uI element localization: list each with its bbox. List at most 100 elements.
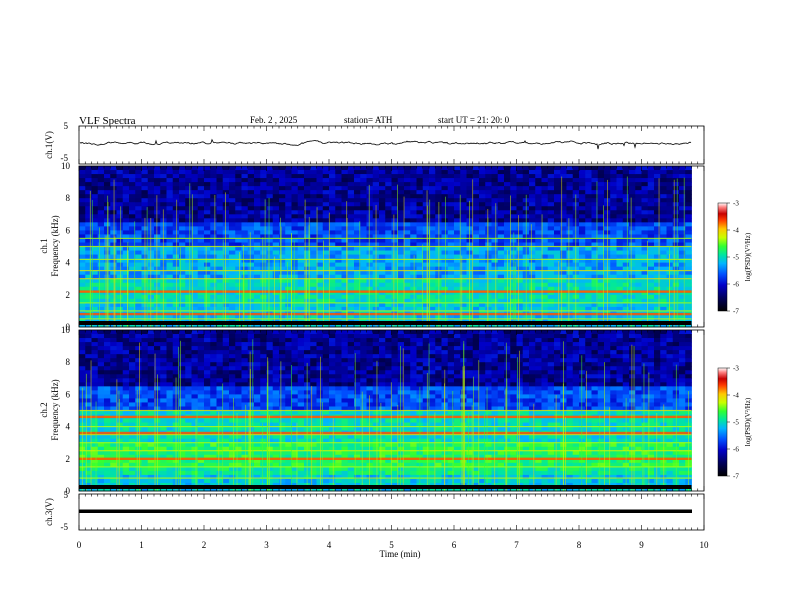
spectrogram-cell (454, 250, 461, 255)
spectrogram-cell (347, 322, 355, 328)
spectrogram-cell (329, 258, 336, 263)
spectrogram-cell (341, 242, 349, 247)
spectrogram-cell (179, 178, 186, 183)
spectrogram-cell (341, 258, 349, 263)
spectrogram-cell (635, 294, 642, 300)
spectrogram-cell (216, 246, 224, 251)
spectrogram-cell (629, 210, 636, 215)
spectrogram-cell (535, 214, 542, 219)
spectrogram-cell (197, 322, 205, 328)
spectrogram-cell (347, 254, 355, 259)
spectrogram-cell (316, 178, 324, 183)
spectrogram-cell (322, 206, 330, 211)
spectrogram-cell (485, 218, 492, 223)
spectrogram-cell (235, 322, 242, 328)
spectrogram-cell (91, 210, 99, 215)
spectrogram-cell (235, 254, 242, 259)
spectrogram-cell (322, 210, 330, 215)
spectrogram-cell (654, 198, 661, 203)
spectrogram-cell (141, 166, 149, 171)
spectrogram-cell (79, 322, 86, 328)
spectrogram-cell (185, 186, 192, 191)
spectrogram-cell (329, 314, 336, 320)
spectrogram-cell (272, 222, 280, 227)
spectrogram-cell (110, 298, 117, 304)
spectrogram-cell (97, 462, 105, 468)
spectrogram-cell (416, 266, 424, 272)
spectrogram-cell (172, 194, 180, 199)
spectrogram-cell (116, 378, 124, 383)
spectrogram-cell (154, 370, 161, 375)
spectrogram-cell (579, 174, 586, 179)
spectrogram-cell (529, 166, 536, 171)
spectrogram-cell (504, 198, 511, 203)
spectrogram-cell (310, 214, 317, 219)
spectrogram-cell (535, 282, 542, 288)
spectrogram-cell (660, 222, 667, 227)
spectrogram-cell (566, 178, 574, 183)
spectrogram-cell (254, 190, 261, 195)
spectrogram-cell (154, 182, 161, 187)
spectrogram-cell (360, 258, 367, 263)
spectrogram-cell (529, 298, 536, 304)
spectrogram-cell (441, 282, 449, 288)
spectrogram-cell (585, 226, 592, 231)
spectrogram-cell (404, 306, 411, 312)
spectrogram-cell (304, 218, 311, 223)
spectrogram-cell (585, 262, 592, 268)
spectrogram-cell (322, 314, 330, 320)
spectrogram-cell (629, 314, 636, 320)
spectrogram-cell (629, 230, 636, 235)
spectrogram-cell (379, 186, 386, 191)
spectrogram-cell (654, 274, 661, 280)
spectrogram-cell (460, 278, 467, 284)
spectrogram-cell (566, 170, 574, 175)
spectrogram-cell (354, 230, 361, 235)
spectrogram-cell (516, 298, 524, 304)
spectrogram-cell (460, 274, 467, 280)
spectrogram-cell (129, 394, 136, 399)
spectrogram-cell (335, 298, 342, 304)
spectrogram-cell (335, 254, 342, 259)
spectrogram-cell (122, 378, 130, 383)
spectrogram-cell (341, 234, 349, 239)
spectrogram-cell (422, 266, 430, 272)
spectrogram-cell (335, 210, 342, 215)
spectrogram-cell (79, 334, 86, 339)
spectrogram-cell (110, 362, 117, 367)
spectrogram-cell (410, 206, 417, 211)
spectrogram-cell (229, 186, 236, 191)
spectrogram-cell (597, 178, 605, 183)
spectrogram-cell (685, 290, 692, 296)
spectrogram-cell (210, 290, 217, 296)
spectrogram-cell (166, 186, 174, 191)
spectrogram-cell (366, 198, 374, 203)
spectrogram-cell (360, 262, 367, 268)
spectrogram-cell (129, 298, 136, 304)
spectrogram-cell (285, 202, 292, 207)
spectrogram-cell (116, 170, 124, 175)
spectrogram-cell (122, 334, 130, 339)
spectrogram-cell (266, 278, 274, 284)
spectrogram-cell (616, 290, 624, 296)
spectrogram-cell (447, 174, 455, 179)
spectrogram-cell (429, 186, 436, 191)
spectrogram-cell (547, 206, 555, 211)
spectrogram-cell (560, 186, 567, 191)
spectrogram-cell (79, 290, 86, 296)
spectrogram-cell (447, 234, 455, 239)
spectrogram-cell (685, 278, 692, 284)
spectrogram-cell (347, 290, 355, 296)
spectrogram-cell (160, 194, 167, 199)
spectrogram-cell (566, 242, 574, 247)
spectrogram-cell (566, 254, 574, 259)
spectrogram-cell (647, 230, 655, 235)
spectrogram-cell (635, 218, 642, 223)
spectrogram-cell (260, 290, 267, 296)
spectrogram-cell (197, 282, 205, 288)
spectrogram-cell (341, 270, 349, 276)
spectrogram-cell (197, 234, 205, 239)
spectrogram-cell (235, 286, 242, 292)
spectrogram-cell (410, 174, 417, 179)
spectrogram-cell (429, 322, 436, 328)
